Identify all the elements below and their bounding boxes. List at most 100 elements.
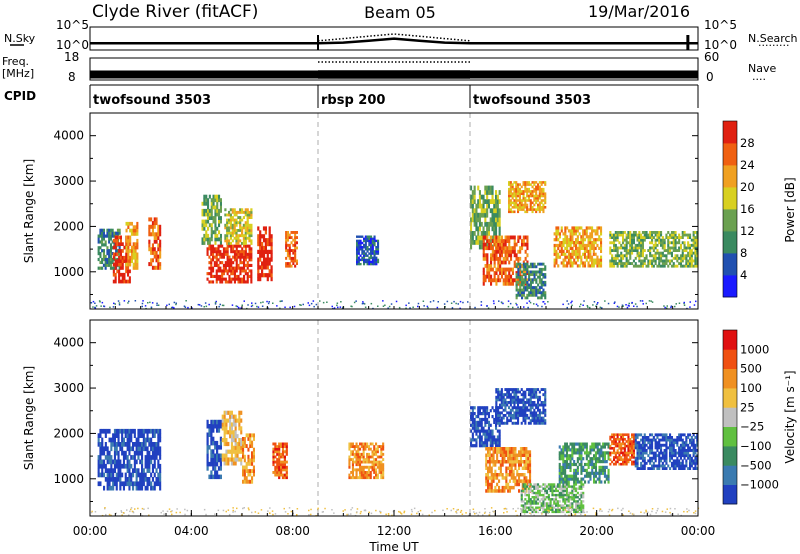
data-cell xyxy=(685,262,688,265)
data-cell xyxy=(623,231,626,234)
data-cell xyxy=(133,450,136,456)
data-cell xyxy=(480,417,483,422)
data-cell xyxy=(367,473,370,477)
data-cell xyxy=(627,231,630,234)
data-cell xyxy=(235,223,238,227)
data-cell xyxy=(201,226,204,231)
data-cell xyxy=(596,264,599,268)
data-cell xyxy=(228,261,231,265)
data-cell xyxy=(239,210,242,214)
data-cell xyxy=(499,460,502,464)
data-cell xyxy=(551,508,554,511)
data-cell xyxy=(244,242,247,245)
data-cell xyxy=(206,445,209,450)
data-cell xyxy=(233,218,236,222)
data-cell xyxy=(229,213,232,217)
data-cell xyxy=(567,485,570,488)
ground-scatter-dot xyxy=(583,300,585,302)
data-cell xyxy=(470,438,473,442)
data-cell xyxy=(531,270,534,274)
data-cell xyxy=(129,249,132,253)
data-cell xyxy=(473,417,476,422)
data-cell xyxy=(106,260,109,264)
data-cell xyxy=(370,241,373,245)
ground-scatter-dot xyxy=(616,305,619,308)
data-cell xyxy=(148,224,151,229)
data-cell xyxy=(600,255,603,259)
data-cell xyxy=(482,417,485,422)
data-cell xyxy=(104,243,107,247)
data-cell xyxy=(515,192,518,195)
data-cell xyxy=(203,226,206,231)
ground-scatter-dot xyxy=(502,302,504,305)
data-cell xyxy=(553,252,556,256)
ground-scatter-dot xyxy=(260,301,262,304)
data-cell xyxy=(216,440,219,446)
data-cell xyxy=(518,390,521,394)
data-cell xyxy=(470,185,473,191)
data-cell xyxy=(571,235,574,239)
data-cell xyxy=(230,261,233,265)
data-cell xyxy=(542,262,545,266)
data-cell xyxy=(557,264,560,268)
data-cell xyxy=(531,286,534,289)
data-cell xyxy=(235,250,238,254)
nsearch-legend-dots: ......... xyxy=(758,36,789,49)
data-cell xyxy=(97,455,100,460)
data-cell xyxy=(203,198,206,203)
data-cell xyxy=(519,278,522,282)
data-cell xyxy=(540,291,543,295)
data-cell xyxy=(475,203,478,209)
data-cell xyxy=(672,236,675,239)
data-cell xyxy=(583,238,586,242)
data-cell xyxy=(641,254,644,258)
data-cell xyxy=(276,458,279,461)
data-cell xyxy=(553,243,556,248)
data-cell xyxy=(508,235,511,240)
data-cell xyxy=(486,274,489,279)
data-cell xyxy=(148,455,151,460)
data-cell xyxy=(243,258,246,262)
data-cell xyxy=(537,194,540,198)
data-cell xyxy=(482,212,485,218)
data-cell xyxy=(351,442,354,446)
data-cell xyxy=(228,210,231,214)
data-cell xyxy=(600,249,603,253)
data-cell xyxy=(509,185,512,189)
data-cell xyxy=(575,506,578,509)
data-cell xyxy=(495,249,498,254)
data-cell xyxy=(509,395,512,399)
data-cell xyxy=(525,466,528,470)
data-cell xyxy=(524,190,527,193)
data-cell xyxy=(121,433,124,438)
data-cell xyxy=(521,242,524,247)
data-cell xyxy=(130,249,133,253)
data-cell xyxy=(155,239,158,244)
data-cell xyxy=(507,450,510,454)
data-cell xyxy=(132,446,135,452)
data-cell xyxy=(237,263,240,267)
data-cell xyxy=(533,262,536,266)
data-cell xyxy=(285,468,288,472)
data-cell xyxy=(242,454,245,459)
data-cell xyxy=(210,223,213,228)
data-cell xyxy=(569,504,572,507)
data-cell xyxy=(544,508,547,511)
data-cell xyxy=(102,228,105,232)
data-cell xyxy=(126,433,129,438)
data-cell xyxy=(640,233,643,237)
data-cell xyxy=(106,450,109,456)
data-cell xyxy=(531,293,534,297)
data-cell xyxy=(491,235,494,241)
data-cell xyxy=(212,250,215,254)
data-cell xyxy=(544,502,547,505)
data-cell xyxy=(257,273,260,278)
data-cell xyxy=(504,235,507,240)
data-cell xyxy=(513,398,516,402)
data-cell xyxy=(546,506,549,509)
data-cell xyxy=(694,251,697,255)
data-cell xyxy=(261,253,264,258)
data-cell xyxy=(670,264,673,268)
data-cell xyxy=(558,457,561,461)
data-cell xyxy=(562,243,565,248)
